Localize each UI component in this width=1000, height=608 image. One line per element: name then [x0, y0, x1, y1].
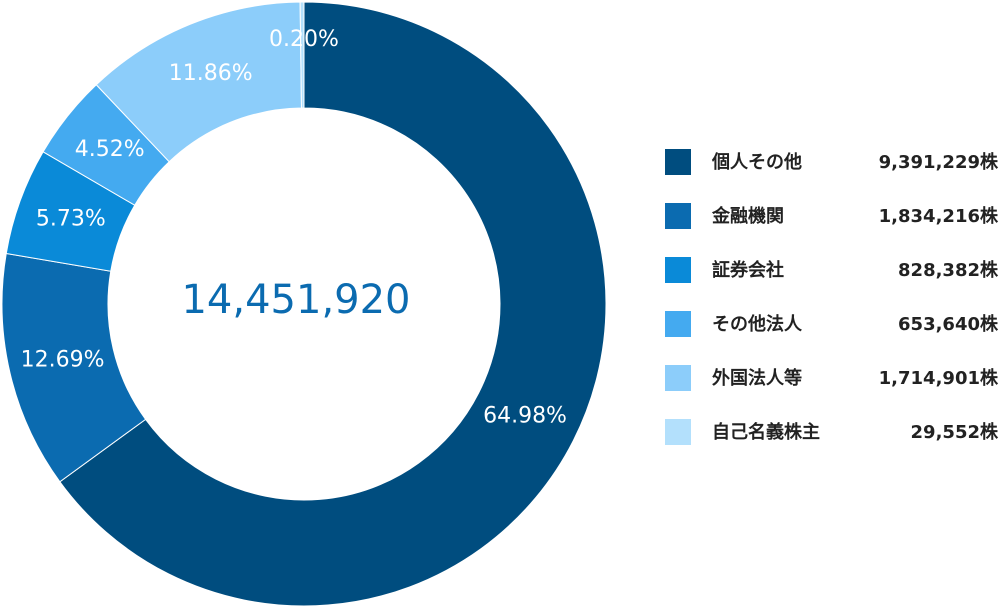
legend-item: 個人その他 9,391,229株: [665, 146, 1000, 200]
percent-label: 64.98%: [483, 403, 567, 428]
legend-item: 証券会社 828,382株: [665, 254, 1000, 308]
donut-chart: 64.98% 12.69% 5.73% 4.52% 11.86% 0.20% 14,451…: [1, 1, 607, 607]
legend-swatch: [665, 365, 691, 391]
legend-swatch: [665, 149, 691, 175]
legend-swatch: [665, 257, 691, 283]
legend-label: その他法人: [712, 314, 802, 335]
legend-value: 1,834,216株: [878, 206, 998, 227]
legend-label: 証券会社: [712, 260, 784, 281]
percent-label: 5.73%: [36, 206, 106, 231]
legend-value: 1,714,901株: [878, 368, 998, 389]
legend-swatch: [665, 419, 691, 445]
legend-label: 外国法人等: [712, 368, 802, 389]
legend-swatch: [665, 203, 691, 229]
legend-value: 828,382株: [898, 260, 998, 281]
legend-item: 金融機関 1,834,216株: [665, 200, 1000, 254]
legend: 個人その他 9,391,229株金融機関 1,834,216株証券会社 828,382…: [665, 146, 1000, 470]
percent-label: 12.69%: [21, 348, 105, 373]
legend-label: 金融機関: [712, 206, 784, 227]
percent-label: 11.86%: [169, 61, 253, 86]
percent-labels: 64.98% 12.69% 5.73% 4.52% 11.86% 0.20%: [21, 27, 567, 428]
legend-label: 自己名義株主: [712, 422, 820, 443]
center-total-value: 14,451,920: [181, 277, 410, 323]
legend-value: 653,640株: [898, 314, 998, 335]
legend-item: その他法人 653,640株: [665, 308, 1000, 362]
donut-slice: [299, 1, 305, 109]
legend-value: 9,391,229株: [878, 152, 998, 173]
legend-item: 自己名義株主 29,552株: [665, 416, 1000, 470]
donut-slices: [1, 1, 607, 607]
legend-value: 29,552株: [910, 422, 998, 443]
percent-label: 4.52%: [75, 137, 145, 162]
legend-swatch: [665, 311, 691, 337]
legend-label: 個人その他: [712, 152, 802, 173]
legend-item: 外国法人等 1,714,901株: [665, 362, 1000, 416]
donut-slice: [59, 1, 607, 607]
percent-label: 0.20%: [269, 27, 339, 52]
